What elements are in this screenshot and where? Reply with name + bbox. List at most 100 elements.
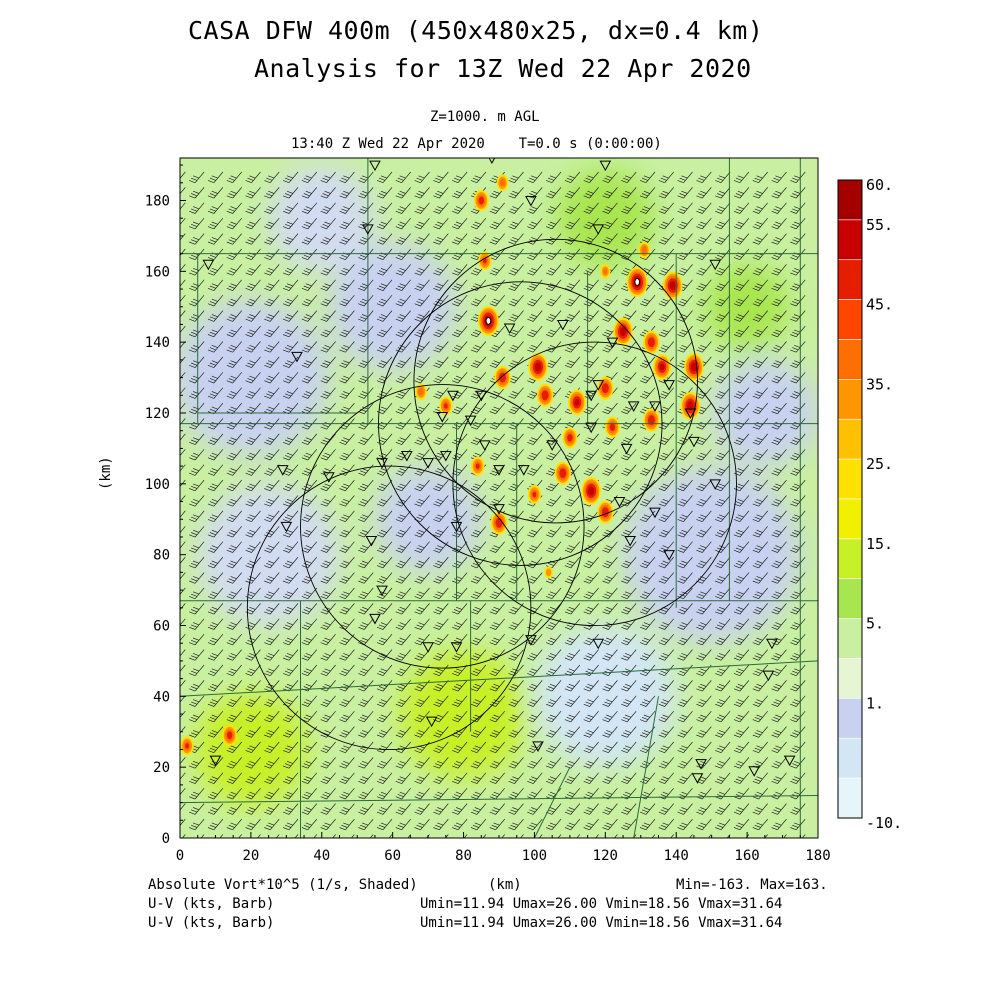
wind-barb bbox=[602, 741, 618, 754]
wind-barb bbox=[639, 618, 656, 630]
wind-barb bbox=[470, 772, 487, 784]
wind-barb bbox=[376, 294, 393, 307]
wind-barb bbox=[564, 341, 581, 353]
wind-barb bbox=[489, 664, 505, 677]
wind-barb bbox=[189, 664, 205, 677]
wind-barb bbox=[715, 603, 731, 615]
wind-barb bbox=[358, 695, 374, 707]
wind-barb bbox=[180, 279, 186, 287]
wind-barb bbox=[602, 325, 618, 338]
wind-barb bbox=[621, 294, 637, 307]
wind-barb bbox=[545, 248, 562, 261]
wind-label-1: U-V (kts, Barb) bbox=[148, 896, 275, 912]
wind-barb bbox=[677, 541, 693, 553]
wind-barb bbox=[339, 449, 355, 461]
vorticity-background-patch bbox=[711, 359, 818, 467]
colorbar-swatch bbox=[837, 777, 863, 819]
wind-barb bbox=[602, 664, 618, 677]
wind-barb bbox=[639, 387, 656, 399]
wind-barb bbox=[508, 187, 524, 199]
wind-barb bbox=[320, 279, 336, 291]
wind-barb bbox=[433, 510, 449, 523]
wind-barb bbox=[358, 279, 374, 291]
colorbar-swatch bbox=[837, 379, 863, 420]
county-boundary bbox=[533, 766, 571, 838]
wind-barb bbox=[376, 556, 393, 569]
wind-barb bbox=[658, 541, 674, 553]
wind-barb bbox=[621, 710, 637, 723]
station-marker bbox=[450, 521, 463, 533]
wind-barb bbox=[282, 803, 299, 815]
vorticity-contour bbox=[485, 316, 492, 325]
wind-barb bbox=[180, 341, 186, 349]
vorticity-maximum bbox=[496, 174, 509, 192]
wind-barb bbox=[282, 572, 299, 584]
wind-barb bbox=[527, 217, 543, 230]
wind-barb bbox=[301, 171, 318, 184]
wind-barb bbox=[207, 572, 224, 584]
wind-barb bbox=[264, 818, 280, 831]
wind-barb bbox=[395, 710, 411, 723]
wind-barb bbox=[301, 433, 318, 445]
wind-barb bbox=[245, 202, 261, 214]
wind-barb bbox=[527, 726, 543, 738]
wind-barb bbox=[715, 526, 731, 538]
wind-barb bbox=[658, 217, 674, 230]
wind-barb bbox=[395, 356, 411, 368]
wind-barb bbox=[207, 433, 224, 445]
wind-barb bbox=[395, 695, 411, 707]
wind-barb bbox=[264, 541, 280, 553]
wind-barb bbox=[564, 171, 581, 184]
wind-label-2: U-V (kts, Barb) bbox=[148, 915, 275, 931]
wind-barb bbox=[301, 341, 318, 353]
wind-barb bbox=[301, 633, 318, 646]
wind-barb bbox=[545, 171, 562, 184]
wind-barb bbox=[677, 171, 693, 184]
station-marker bbox=[280, 521, 293, 533]
wind-barb bbox=[226, 387, 242, 399]
wind-barb bbox=[301, 587, 318, 600]
wind-barb bbox=[752, 710, 768, 723]
wind-barb bbox=[527, 202, 543, 214]
wind-barb bbox=[433, 279, 449, 291]
wind-barb bbox=[658, 787, 674, 800]
wind-barb bbox=[715, 633, 731, 646]
wind-barb bbox=[207, 556, 224, 569]
wind-barb bbox=[752, 464, 768, 476]
wind-barb bbox=[621, 171, 637, 184]
wind-barb bbox=[677, 772, 693, 784]
wind-barb bbox=[583, 449, 599, 461]
wind-barb bbox=[621, 757, 637, 769]
wind-barb bbox=[433, 449, 449, 461]
wind-barb bbox=[180, 325, 186, 333]
wind-barb bbox=[508, 726, 524, 738]
vorticity-maximum bbox=[568, 389, 586, 416]
wind-barb bbox=[621, 479, 637, 492]
wind-barb bbox=[733, 572, 750, 584]
wind-barb bbox=[752, 695, 768, 707]
vorticity-maximum bbox=[477, 305, 499, 336]
wind-barb bbox=[602, 680, 618, 692]
wind-barb bbox=[696, 757, 712, 769]
wind-barb bbox=[452, 356, 468, 368]
wind-barb bbox=[489, 680, 505, 692]
wind-barb bbox=[264, 464, 280, 476]
wind-barb bbox=[564, 587, 581, 600]
wind-barb bbox=[771, 233, 787, 245]
wind-barb bbox=[696, 310, 712, 322]
wind-barb bbox=[752, 233, 768, 245]
station-marker bbox=[475, 390, 488, 402]
wind-barb bbox=[226, 556, 242, 569]
wind-barb bbox=[470, 803, 487, 815]
wind-barb bbox=[207, 633, 224, 646]
wind-barb bbox=[320, 479, 336, 492]
wind-barb bbox=[752, 217, 768, 230]
wind-barb bbox=[358, 803, 374, 815]
wind-barb bbox=[226, 818, 242, 831]
wind-barb bbox=[264, 741, 280, 754]
wind-barb bbox=[508, 202, 524, 214]
wind-barb bbox=[621, 202, 637, 214]
wind-barb bbox=[282, 633, 299, 646]
wind-barb bbox=[452, 556, 468, 569]
wind-barb bbox=[226, 217, 242, 230]
